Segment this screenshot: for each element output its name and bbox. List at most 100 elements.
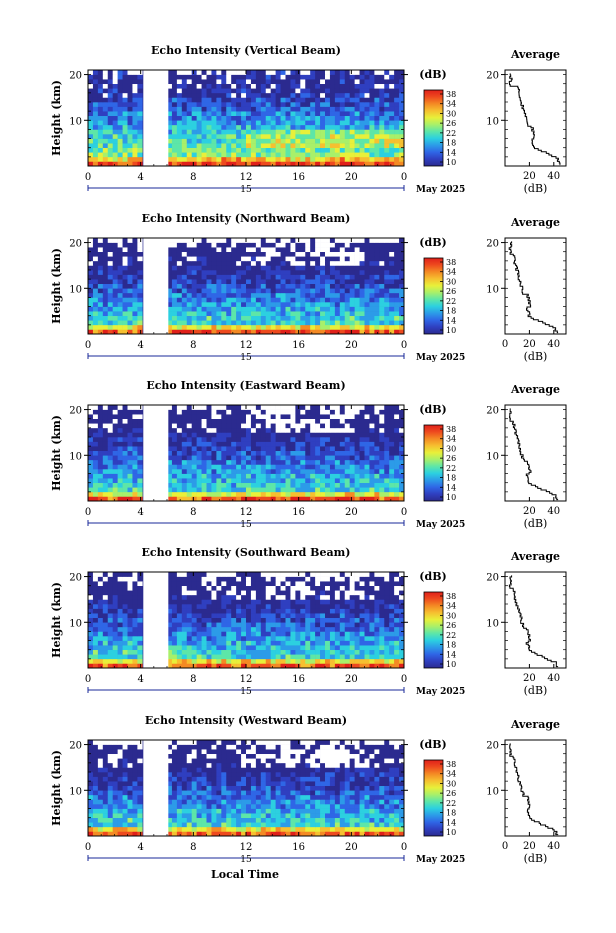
heatmap-cell (251, 152, 256, 157)
heatmap-cell (335, 107, 340, 112)
heatmap-cell (281, 650, 286, 655)
heatmap-cell (360, 129, 365, 134)
heatmap-cell (172, 288, 177, 293)
heatmap-cell (340, 88, 345, 93)
heatmap-cell (290, 316, 295, 321)
heatmap-cell (88, 129, 93, 134)
x-tick-label: 0 (401, 172, 407, 183)
heatmap-cell (271, 288, 276, 293)
heatmap-cell (330, 288, 335, 293)
heatmap-cell (360, 446, 365, 451)
heatmap-cell (310, 120, 315, 125)
heatmap-cell (246, 279, 251, 284)
heatmap-cell (345, 316, 350, 321)
heatmap-cell (108, 261, 113, 266)
heatmap-cell (202, 256, 207, 261)
heatmap-cell (315, 302, 320, 307)
heatmap-cell (123, 455, 128, 460)
heatmap-cell (379, 311, 384, 316)
heatmap-cell (355, 627, 360, 632)
heatmap-cell (108, 641, 113, 646)
heatmap-cell (295, 460, 300, 465)
heatmap-cell (300, 238, 305, 243)
heatmap-cell (365, 311, 370, 316)
heatmap-cell (137, 261, 142, 266)
heatmap-cell (137, 654, 142, 659)
heatmap-cell (216, 143, 221, 148)
heatmap-cell (360, 432, 365, 437)
heatmap-cell (231, 442, 236, 447)
heatmap-cell (123, 613, 128, 618)
heatmap-cell (286, 148, 291, 153)
heatmap-cell (261, 107, 266, 112)
heatmap-cell (182, 70, 187, 75)
heatmap-cell (261, 148, 266, 153)
heatmap-cell (241, 437, 246, 442)
heatmap-cell (320, 252, 325, 257)
heatmap-cell (330, 609, 335, 614)
heatmap-cell (379, 238, 384, 243)
heatmap-cell (197, 654, 202, 659)
heatmap-cell (197, 125, 202, 130)
heatmap-cell (216, 423, 221, 428)
heatmap-cell (286, 604, 291, 609)
heatmap-cell (182, 302, 187, 307)
heatmap-cell (384, 325, 389, 330)
heatmap-cell (374, 645, 379, 650)
heatmap-cell (93, 70, 98, 75)
heatmap-cell (88, 428, 93, 433)
heatmap-cell (118, 152, 123, 157)
heatmap-cell (261, 157, 266, 162)
heatmap-cell (93, 423, 98, 428)
heatmap-cell (281, 97, 286, 102)
heatmap-cell (345, 270, 350, 275)
heatmap-cell (384, 70, 389, 75)
heatmap-cell (192, 618, 197, 623)
heatmap-cell (246, 261, 251, 266)
heatmap-cell (350, 451, 355, 456)
heatmap-cell (221, 125, 226, 130)
heatmap-cell (177, 88, 182, 93)
heatmap-cell (113, 139, 118, 144)
heatmap-cell (310, 93, 315, 98)
heatmap-cell (320, 88, 325, 93)
heatmap-cell (276, 487, 281, 492)
heatmap-cell (88, 265, 93, 270)
heatmap-cell (231, 599, 236, 604)
heatmap-cell (389, 134, 394, 139)
heatmap-cell (88, 437, 93, 442)
heatmap-cell (128, 252, 133, 257)
heatmap-cell (335, 134, 340, 139)
heatmap-cell (113, 631, 118, 636)
heatmap-cell (251, 102, 256, 107)
heatmap-cell (276, 622, 281, 627)
heatmap-cell (98, 107, 103, 112)
heatmap-cell (325, 157, 330, 162)
heatmap-cell (137, 302, 142, 307)
heatmap-cell (241, 302, 246, 307)
heatmap-cell (221, 410, 226, 415)
heatmap-cell (374, 609, 379, 614)
heatmap-cell (281, 609, 286, 614)
heatmap-cell (236, 316, 241, 321)
heatmap-cell (231, 478, 236, 483)
heatmap-cell (365, 631, 370, 636)
heatmap-cell (256, 129, 261, 134)
heatmap-cell (93, 474, 98, 479)
heatmap-cell (300, 256, 305, 261)
heatmap-cell (207, 139, 212, 144)
heatmap-cell (350, 238, 355, 243)
heatmap-cell (281, 659, 286, 664)
heatmap-cell (345, 143, 350, 148)
heatmap-cell (197, 134, 202, 139)
heatmap-cell (182, 455, 187, 460)
heatmap-cell (137, 311, 142, 316)
heatmap-cell (128, 293, 133, 298)
heatmap-cell (305, 157, 310, 162)
heatmap-cell (216, 437, 221, 442)
heatmap-cell (379, 79, 384, 84)
heatmap-cell (335, 270, 340, 275)
colorbar-tick-label: 26 (446, 454, 456, 463)
heatmap-cell (345, 423, 350, 428)
heatmap-cell (103, 97, 108, 102)
